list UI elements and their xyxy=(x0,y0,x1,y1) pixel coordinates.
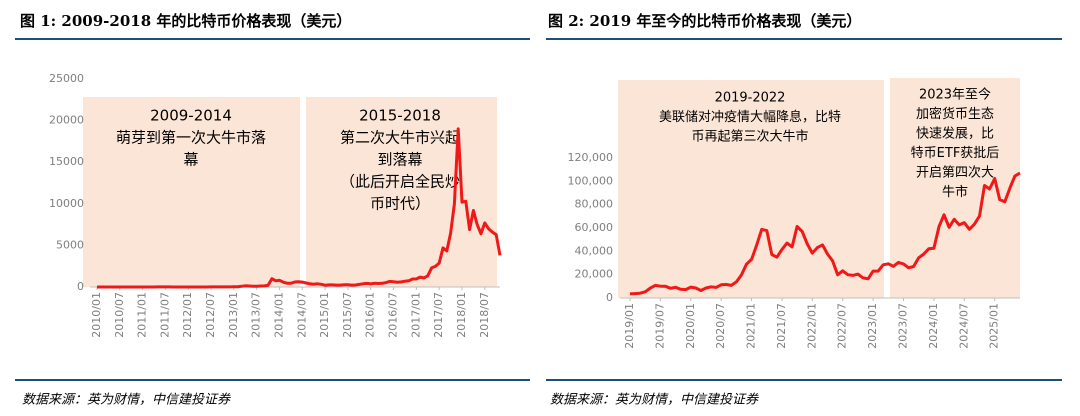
annotation: 2023年至今 xyxy=(919,87,991,103)
annotation: 特币ETF获批后 xyxy=(911,146,1000,161)
x-tick-label: 2023/01 xyxy=(866,303,879,349)
x-tick-label: 2024/07 xyxy=(957,303,970,349)
y-tick-label: 40,000 xyxy=(575,244,614,257)
x-tick-label: 2010/07 xyxy=(113,292,126,338)
x-tick-label: 2021/01 xyxy=(745,303,758,349)
y-tick-label: 100,000 xyxy=(568,174,614,187)
y-tick-label: 15000 xyxy=(49,155,84,168)
x-tick-label: 2014/07 xyxy=(295,292,308,338)
x-tick-label: 2019/01 xyxy=(623,303,636,349)
x-tick-label: 2015/01 xyxy=(318,292,331,338)
price-line xyxy=(97,127,502,289)
x-tick-label: 2013/07 xyxy=(250,292,263,338)
annotation: 快速发展，比 xyxy=(916,126,994,142)
x-tick-label: 2012/07 xyxy=(204,292,217,338)
x-tick-label: 2016/07 xyxy=(387,292,400,338)
x-tick-label: 2023/07 xyxy=(897,303,910,349)
y-tick-label: 5000 xyxy=(56,238,84,251)
annotation: 到落幕 xyxy=(377,151,422,169)
annotation: 币再起第三次大牛市 xyxy=(691,129,808,145)
y-tick-label: 25000 xyxy=(49,72,84,85)
annotation: 幕 xyxy=(183,151,198,169)
period-shade xyxy=(83,97,300,287)
y-tick-label: 20,000 xyxy=(575,268,614,281)
x-tick-label: 2018/01 xyxy=(455,292,468,338)
y-tick-label: 0 xyxy=(77,280,84,293)
x-tick-label: 2011/01 xyxy=(136,292,149,338)
y-tick-label: 120,000 xyxy=(568,151,614,164)
x-tick-label: 2013/01 xyxy=(227,292,240,338)
source-note: 数据来源：英为财情，中信建投证券 xyxy=(550,393,759,408)
x-tick-label: 2017/07 xyxy=(432,292,445,338)
x-tick-label: 2014/01 xyxy=(272,292,285,338)
x-tick-label: 2020/01 xyxy=(684,303,697,349)
chart-title: 图 2: 2019 年至今的比特币价格表现（美元） xyxy=(548,12,861,30)
annotation: 美联储对冲疫情大幅降息，比特 xyxy=(659,109,841,125)
x-tick-label: 2025/01 xyxy=(988,303,1001,349)
annotation: 2009-2014 xyxy=(150,107,232,125)
x-tick-label: 2010/01 xyxy=(90,292,103,338)
y-tick-label: 0 xyxy=(606,291,613,304)
x-tick-label: 2021/07 xyxy=(775,303,788,349)
x-tick-label: 2017/01 xyxy=(409,292,422,338)
annotation: （此后开启全民炒 xyxy=(340,173,460,191)
annotation: 第二次大牛市兴起 xyxy=(340,129,460,147)
source-note: 数据来源：英为财情，中信建投证券 xyxy=(22,393,231,408)
x-tick-label: 2022/01 xyxy=(805,303,818,349)
price-line xyxy=(629,171,1021,296)
annotation: 2015-2018 xyxy=(359,107,441,125)
x-tick-label: 2022/07 xyxy=(836,303,849,349)
annotation: 开启第四次大 xyxy=(916,165,994,181)
x-tick-label: 2015/07 xyxy=(341,292,354,338)
y-tick-label: 20000 xyxy=(49,114,84,127)
period-shade xyxy=(306,97,497,287)
annotation: 牛市 xyxy=(942,184,968,200)
x-tick-label: 2011/07 xyxy=(158,292,171,338)
x-tick-label: 2018/07 xyxy=(478,292,491,338)
x-tick-label: 2016/01 xyxy=(364,292,377,338)
y-tick-label: 10000 xyxy=(49,197,84,210)
annotation: 萌芽到第一次大牛市落 xyxy=(116,129,266,147)
x-tick-label: 2019/07 xyxy=(653,303,666,349)
x-tick-label: 2024/01 xyxy=(927,303,940,349)
x-tick-label: 2020/07 xyxy=(714,303,727,349)
annotation: 加密货币生态 xyxy=(916,106,994,122)
annotation: 币时代） xyxy=(370,195,430,213)
y-tick-label: 60,000 xyxy=(575,221,614,234)
x-tick-label: 2012/01 xyxy=(181,292,194,338)
annotation: 2019-2022 xyxy=(715,91,786,106)
y-tick-label: 80,000 xyxy=(575,198,614,211)
chart-title: 图 1: 2009-2018 年的比特币价格表现（美元） xyxy=(20,12,351,30)
